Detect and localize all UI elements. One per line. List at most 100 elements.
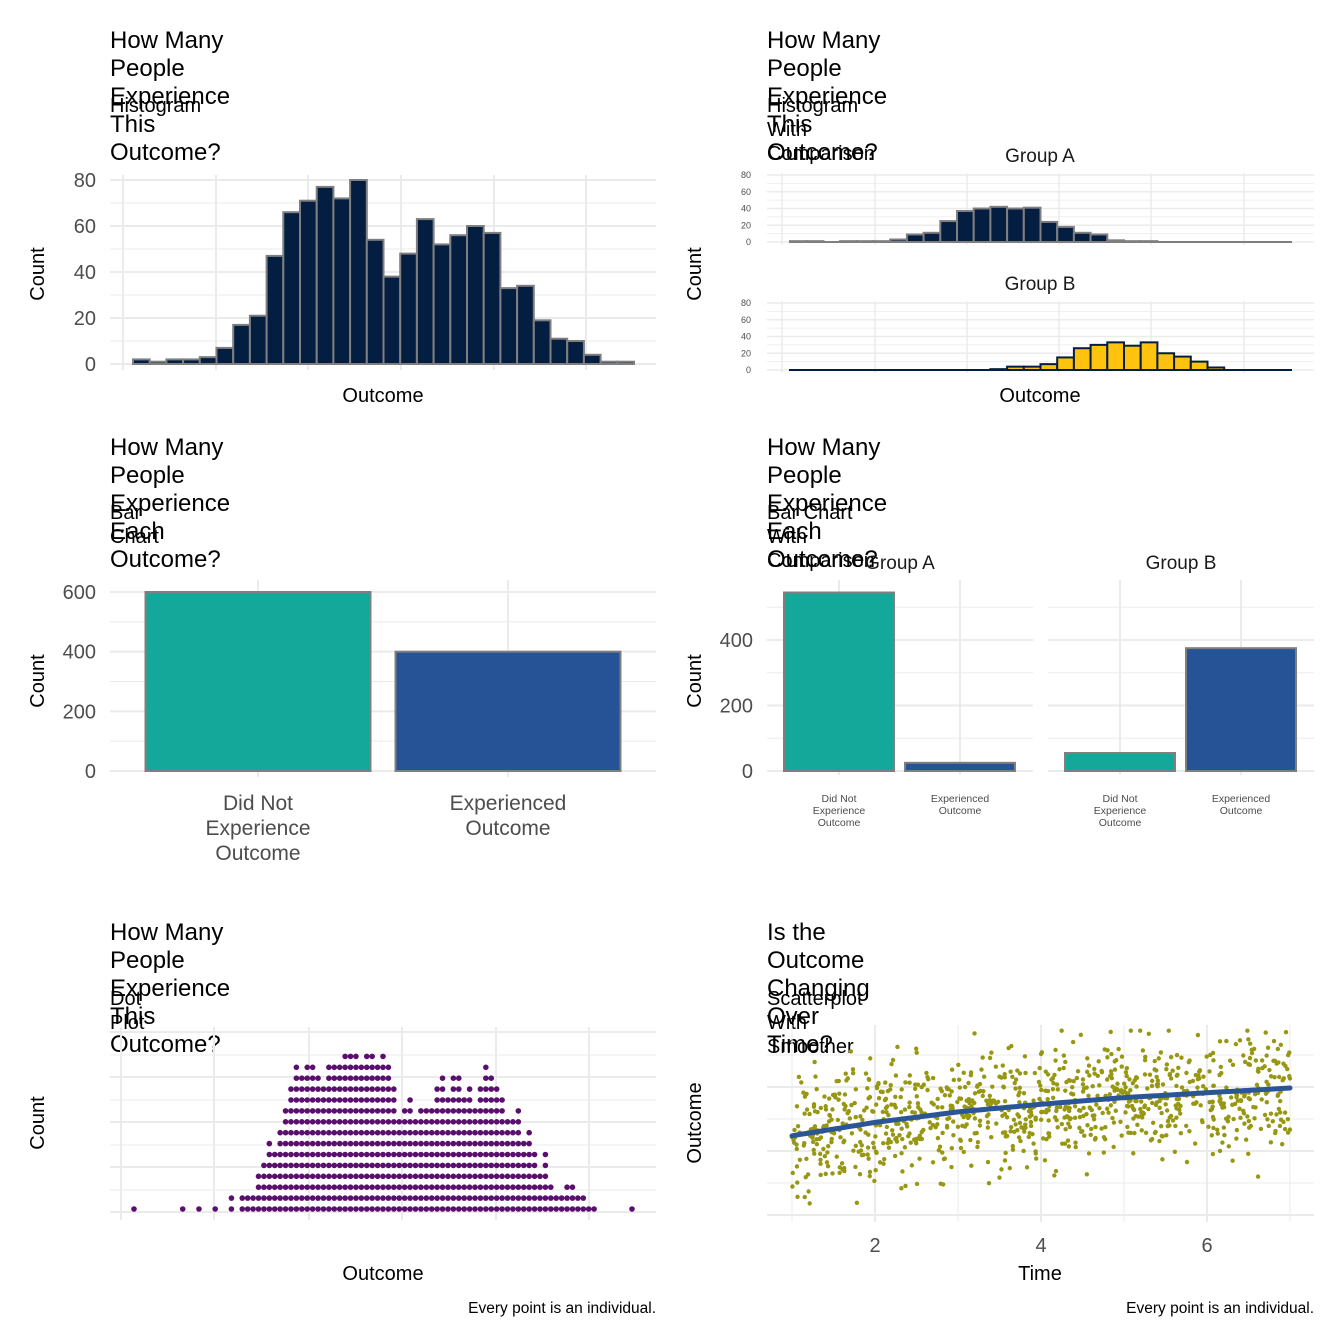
histogram-bar <box>1072 231 1092 244</box>
dot <box>488 1184 495 1190</box>
dot <box>461 1140 467 1147</box>
dot <box>293 1195 300 1201</box>
scatter-point <box>883 1080 888 1085</box>
dot <box>374 1206 381 1212</box>
scatter-point <box>1130 1106 1136 1111</box>
scatter-point <box>823 1104 828 1109</box>
dot <box>380 1053 386 1060</box>
scatter-point <box>1053 1168 1059 1174</box>
dot <box>493 1140 500 1147</box>
scatter-point <box>900 1169 905 1174</box>
scatter-point <box>1119 1133 1124 1138</box>
scatter-point <box>1187 1128 1192 1134</box>
dot <box>428 1206 435 1212</box>
scatter-point <box>849 1131 855 1136</box>
dot <box>363 1140 370 1147</box>
scatter-point <box>837 1170 842 1175</box>
dot <box>282 1129 289 1136</box>
dot <box>391 1119 397 1125</box>
scatter-point <box>886 1112 891 1118</box>
dot <box>450 1075 457 1081</box>
scatter-point <box>1097 1083 1102 1088</box>
y-tick-label: 20 <box>74 308 96 330</box>
scatter-point <box>984 1098 989 1103</box>
scatter-point <box>1268 1111 1274 1116</box>
y-tick-label: 400 <box>63 642 96 664</box>
scatter-point <box>968 1070 974 1075</box>
scatter-point <box>892 1102 897 1108</box>
dot <box>342 1064 348 1071</box>
scatter-point <box>1252 1116 1257 1121</box>
dot <box>483 1151 489 1158</box>
dot <box>309 1119 316 1125</box>
scatter-point <box>925 1087 930 1093</box>
histogram-bar <box>1039 363 1059 372</box>
scatter-point <box>1187 1058 1192 1063</box>
dot <box>358 1075 365 1081</box>
dot <box>466 1119 473 1125</box>
histogram-bar <box>1089 343 1109 371</box>
scatter-point <box>818 1157 823 1162</box>
scatter-point <box>863 1130 868 1135</box>
scatter-point <box>975 1140 981 1145</box>
dot <box>315 1129 321 1136</box>
dot <box>526 1173 532 1180</box>
dot <box>380 1119 386 1125</box>
dot <box>418 1173 424 1180</box>
scatter-point <box>1243 1137 1249 1142</box>
dot <box>434 1129 440 1136</box>
scatter-point <box>1256 1066 1261 1071</box>
scatter-point <box>907 1073 913 1078</box>
scatter-point <box>1155 1081 1161 1087</box>
dot <box>266 1206 273 1212</box>
scatter-point <box>1125 1091 1131 1096</box>
dot <box>423 1206 430 1212</box>
dot <box>396 1129 403 1136</box>
scatter-point <box>1230 1062 1236 1068</box>
scatter-point <box>1105 1048 1110 1053</box>
dot <box>304 1129 311 1136</box>
dot <box>255 1184 262 1190</box>
scatter-point <box>1051 1080 1056 1086</box>
scatter-point <box>803 1175 808 1180</box>
dot <box>331 1129 338 1136</box>
scatter-point <box>1170 1068 1175 1073</box>
scatter-point <box>921 1127 926 1133</box>
scatter-point <box>797 1157 803 1163</box>
scatter-point <box>874 1150 879 1156</box>
dot <box>336 1064 343 1071</box>
scatter-point <box>1249 1050 1255 1056</box>
scatter-point <box>1281 1061 1286 1066</box>
scatter-point <box>1054 1108 1059 1114</box>
dot <box>558 1195 565 1201</box>
dot <box>428 1129 435 1136</box>
dot <box>315 1173 321 1180</box>
dot <box>380 1195 386 1201</box>
scatter-point <box>1028 1119 1034 1125</box>
dot <box>326 1129 332 1136</box>
scatter-point <box>1079 1129 1084 1135</box>
histogram-bar <box>182 358 201 365</box>
dot <box>315 1108 321 1114</box>
dot <box>374 1086 381 1092</box>
scatter-point <box>890 1132 896 1137</box>
chart-subtitle: Bar Chart With Comparison <box>767 502 875 572</box>
dot <box>391 1184 397 1190</box>
scatter-point <box>936 1148 942 1153</box>
scatter-point <box>1234 1092 1240 1098</box>
dot <box>304 1206 311 1212</box>
scatter-point <box>989 1135 994 1140</box>
dot <box>358 1108 365 1114</box>
scatter-point <box>944 1125 950 1130</box>
scatter-point <box>1220 1140 1225 1145</box>
scatter-point <box>966 1097 972 1102</box>
scatter-point <box>1059 1028 1064 1033</box>
dot <box>531 1195 538 1201</box>
scatter-point <box>1228 1095 1234 1100</box>
dot <box>504 1140 511 1147</box>
scatter-point <box>1210 1099 1215 1105</box>
scatter-point <box>796 1074 802 1080</box>
scatter-point <box>795 1180 800 1185</box>
dot <box>282 1140 289 1147</box>
dot <box>385 1140 392 1147</box>
